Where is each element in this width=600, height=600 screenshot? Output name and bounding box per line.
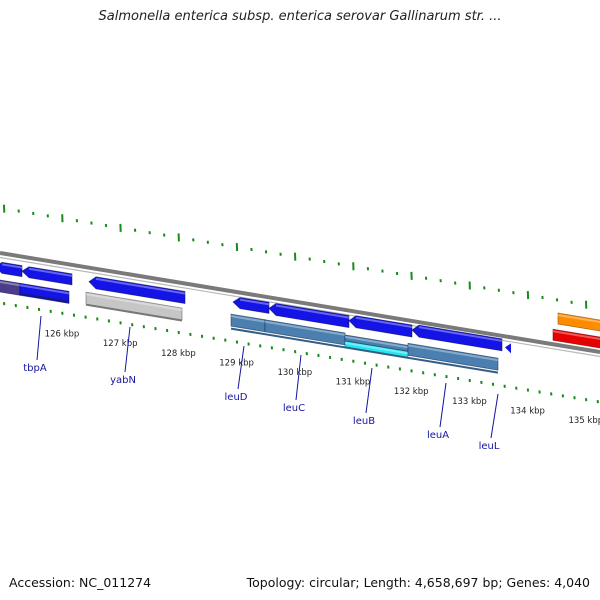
cds-feature-sheen (356, 316, 412, 328)
ruler-label: 131 kbp (336, 378, 371, 388)
cds-feature-sheen (29, 267, 72, 277)
gene-label-leader (295, 354, 302, 401)
cds-feature (411, 324, 503, 352)
cds-feature (232, 297, 270, 314)
gene-label-leuL: leuL (479, 441, 500, 452)
gene-label-yabN: yabN (110, 375, 136, 386)
cds-feature-steel-sheen (408, 344, 498, 362)
gene-label-leuB: leuB (353, 416, 375, 427)
feature-layer (0, 261, 600, 374)
cds-feature-orange-sheen (558, 314, 600, 323)
gene-label-tbpA: tbpA (23, 363, 47, 374)
feature-shadow (85, 303, 183, 322)
gene-label-leader (365, 367, 373, 414)
gene-label-leuA: leuA (427, 430, 449, 441)
ruler-label: 126 kbp (45, 330, 80, 340)
map-title: Salmonella enterica subsp. enterica sero… (98, 9, 502, 24)
gene-label-leader (36, 315, 42, 361)
cds-feature-sheen (419, 326, 502, 342)
cds-feature-sheen (240, 298, 269, 306)
ruler-label: 129 kbp (219, 358, 254, 368)
gene-label-leuD: leuD (225, 392, 248, 403)
ruler-label: 134 kbp (510, 406, 545, 416)
feature-shadow (19, 292, 70, 303)
cds-feature-sheen (96, 277, 185, 295)
cds-feature-steel-sheen (345, 335, 408, 349)
backbone-line (0, 251, 600, 354)
cds-feature-steel-sheen (265, 320, 345, 336)
cds-feature-sheen (2, 263, 22, 269)
cds-feature (268, 303, 350, 329)
cds-feature-purple-sheen (0, 281, 20, 287)
cds-feature-sheen (20, 284, 69, 295)
cds-feature (21, 266, 73, 286)
inner-tick-ring (3, 302, 599, 404)
ruler-label: 132 kbp (394, 387, 429, 397)
cds-feature (348, 315, 413, 338)
cds-feature (88, 276, 186, 304)
cds-feature-steel (407, 342, 499, 371)
gene-label-leader (490, 393, 499, 439)
cds-feature-sheen (276, 304, 349, 319)
ruler-label: 135 kbp (568, 416, 600, 426)
cds-feature-gray-sheen (86, 293, 182, 312)
ruler-label: 127 kbp (103, 339, 138, 349)
gene-label-leuC: leuC (283, 403, 305, 414)
gene-label-layer: tbpA yabN leuD leuC leuB leuA leuL (23, 315, 500, 452)
leuL-feature (505, 343, 511, 354)
ruler-label: 128 kbp (161, 349, 196, 359)
gene-label-leader (124, 326, 131, 373)
ruler-labels: 126 kbp 127 kbp 128 kbp 129 kbp 130 kbp 131 k… (45, 330, 600, 426)
ruler-label: 130 kbp (277, 368, 312, 378)
feature-shadow (230, 327, 499, 374)
outer-tick-ring (3, 204, 588, 309)
cds-feature-cyan-sheen (345, 341, 408, 355)
backbone-highlight (0, 256, 600, 358)
topology-text: Topology: circular; Length: 4,658,697 bp… (246, 575, 590, 590)
gene-label-leader (439, 382, 447, 428)
cds-feature-red (552, 328, 600, 349)
cds-feature-red-sheen (553, 330, 600, 340)
cds-feature-orange (557, 312, 600, 332)
accession-text: Accession: NC_011274 (9, 575, 152, 590)
gene-label-leader (237, 345, 245, 390)
ruler-label: 133 kbp (452, 397, 487, 407)
cds-feature (19, 282, 70, 304)
cds-feature-steel-sheen (231, 315, 265, 323)
